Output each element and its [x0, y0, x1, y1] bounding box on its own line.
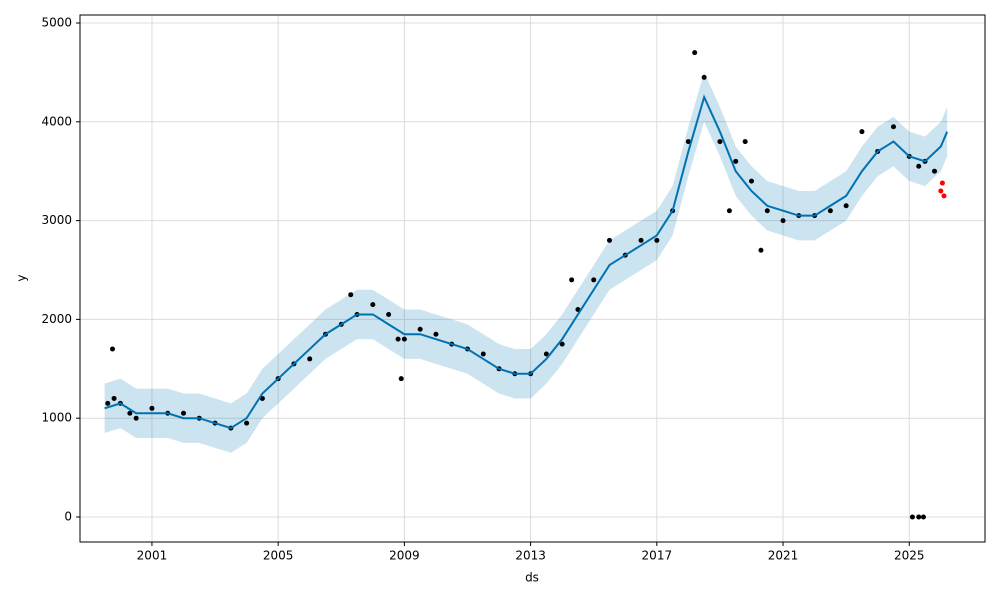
x-tick-label: 2025	[894, 549, 925, 563]
data-point	[133, 415, 139, 421]
data-point	[827, 208, 833, 214]
data-point	[401, 336, 407, 342]
data-point	[916, 514, 922, 520]
data-point	[742, 139, 748, 145]
data-point	[480, 351, 486, 357]
x-tick-label: 2001	[137, 549, 168, 563]
data-point	[606, 237, 612, 243]
data-point	[417, 326, 423, 332]
uncertainty-band	[104, 72, 948, 453]
data-point	[890, 124, 896, 130]
y-tick-label: 5000	[41, 16, 72, 30]
data-point	[386, 311, 392, 317]
data-point	[941, 193, 947, 199]
data-point	[110, 346, 116, 352]
data-point	[591, 277, 597, 283]
x-tick-label: 2009	[389, 549, 420, 563]
data-point	[127, 410, 133, 416]
data-point	[569, 277, 575, 283]
forecast-line	[104, 94, 949, 430]
y-tick-label: 1000	[41, 411, 72, 425]
y-tick-label: 0	[64, 510, 72, 524]
data-point	[685, 139, 691, 145]
data-point	[181, 410, 187, 416]
data-point	[111, 395, 117, 401]
x-tick-label: 2021	[768, 549, 799, 563]
data-point	[932, 168, 938, 174]
y-tick-label: 3000	[41, 213, 72, 227]
data-point	[149, 405, 155, 411]
x-tick-label: 2013	[515, 549, 546, 563]
plot-frame	[79, 14, 986, 543]
data-point	[733, 158, 739, 164]
data-point	[764, 208, 770, 214]
data-point	[843, 203, 849, 209]
data-point	[726, 208, 732, 214]
data-point	[859, 129, 865, 135]
data-point	[307, 356, 313, 362]
data-point	[559, 341, 565, 347]
data-point	[654, 237, 660, 243]
data-point	[244, 420, 250, 426]
data-point	[758, 247, 764, 253]
data-point	[433, 331, 439, 337]
y-tick-label: 2000	[41, 312, 72, 326]
data-point	[543, 351, 549, 357]
x-tick-label: 2017	[642, 549, 673, 563]
x-axis-label: ds	[525, 571, 539, 585]
data-point	[916, 163, 922, 169]
data-point	[748, 178, 754, 184]
data-point	[717, 139, 723, 145]
y-tick-label: 4000	[41, 114, 72, 128]
data-point	[638, 237, 644, 243]
data-point	[701, 74, 707, 80]
data-point	[370, 302, 376, 308]
data-point	[398, 376, 404, 382]
data-point	[105, 400, 111, 406]
data-point	[692, 50, 698, 56]
data-point	[348, 292, 354, 298]
data-point	[939, 180, 945, 186]
y-axis-label: y	[15, 274, 29, 281]
data-point	[938, 188, 944, 194]
data-point	[395, 336, 401, 342]
x-tick-label: 2005	[263, 549, 294, 563]
data-point	[909, 514, 915, 520]
data-point	[920, 514, 926, 520]
data-point	[780, 218, 786, 224]
